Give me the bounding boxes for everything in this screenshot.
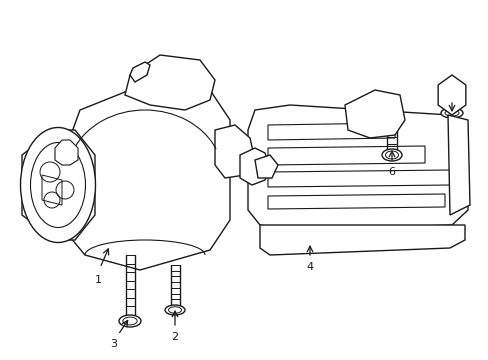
Ellipse shape xyxy=(154,58,189,93)
Polygon shape xyxy=(260,225,464,255)
Text: 2: 2 xyxy=(171,332,178,342)
Polygon shape xyxy=(125,55,215,110)
Text: 1: 1 xyxy=(94,275,102,285)
Polygon shape xyxy=(60,80,229,270)
Ellipse shape xyxy=(440,108,462,118)
Polygon shape xyxy=(437,75,465,115)
Polygon shape xyxy=(247,105,467,230)
Polygon shape xyxy=(447,115,469,215)
Polygon shape xyxy=(55,140,78,165)
Polygon shape xyxy=(240,148,269,185)
Ellipse shape xyxy=(20,127,95,243)
Polygon shape xyxy=(254,155,278,178)
Polygon shape xyxy=(22,130,95,240)
Text: 6: 6 xyxy=(387,167,395,177)
Ellipse shape xyxy=(164,305,184,315)
Text: 5: 5 xyxy=(447,85,454,95)
Text: 4: 4 xyxy=(306,262,313,272)
Polygon shape xyxy=(345,90,404,138)
Text: 3: 3 xyxy=(110,339,117,349)
Polygon shape xyxy=(130,62,150,82)
Polygon shape xyxy=(215,125,254,178)
Ellipse shape xyxy=(119,315,141,327)
Ellipse shape xyxy=(381,149,401,161)
